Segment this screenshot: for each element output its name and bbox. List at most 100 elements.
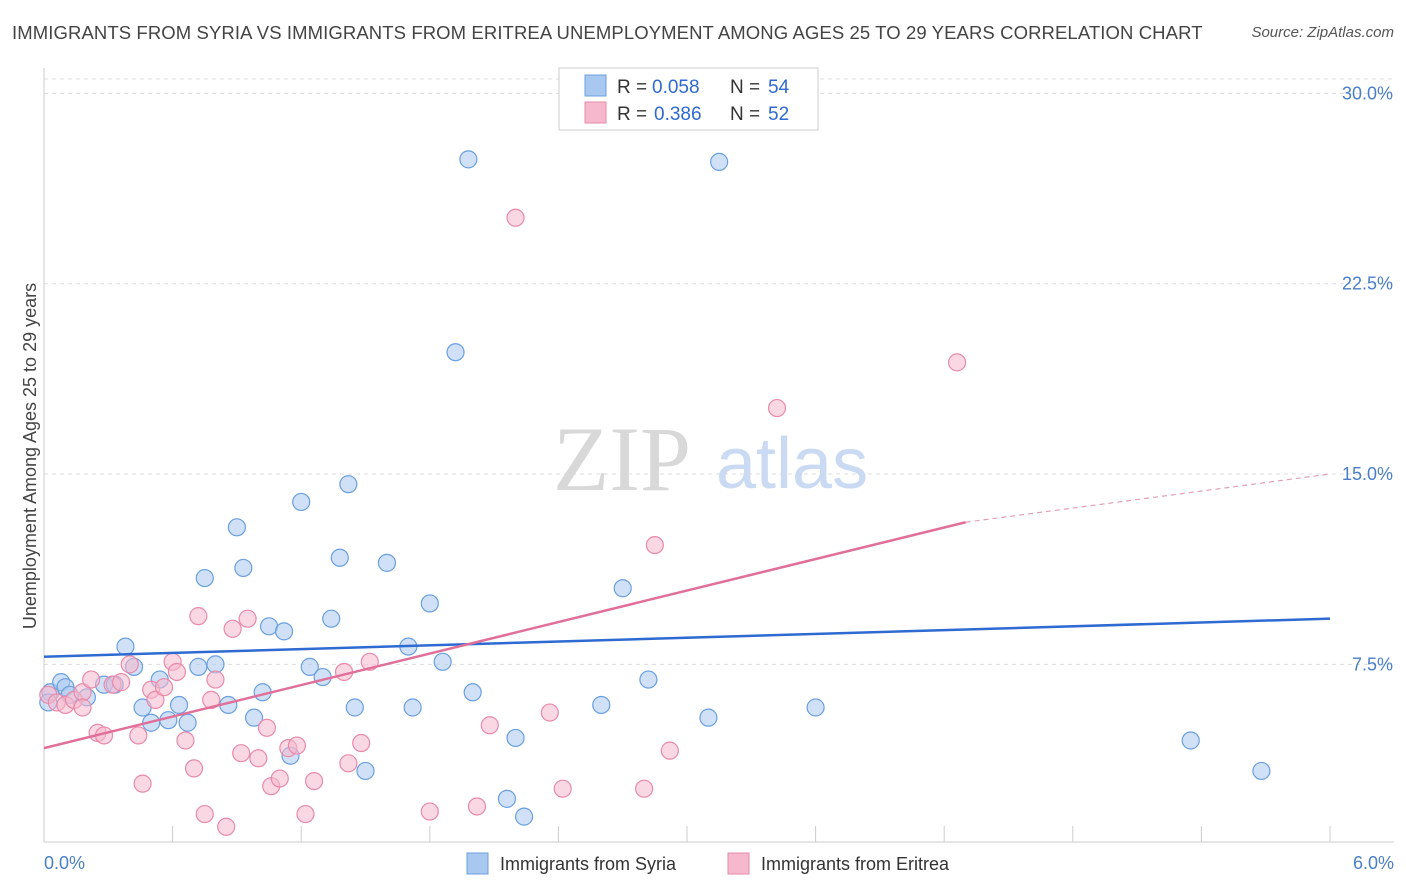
eritrea-trend-line-extension [965,473,1331,523]
eritrea-point [120,655,139,674]
syria-point [592,695,611,715]
syria-point [699,708,718,727]
syria-point [446,343,465,362]
syria-point [322,609,341,628]
syria-point [189,657,208,676]
eritrea-point [146,690,165,709]
eritrea-point [635,779,654,798]
syria-point [234,558,253,578]
eritrea-point [129,726,148,745]
syria-point [178,713,197,732]
eritrea-point [287,736,307,755]
legend-r-value-eritrea: 0.386 [654,104,702,125]
syria-point [377,553,397,572]
eritrea-point [112,673,131,692]
eritrea-point [223,619,242,638]
y-tick-label: 7.5% [1352,654,1393,674]
syria-point [459,150,478,169]
bottom-legend-label-eritrea: Immigrants from Eritrea [761,854,950,874]
eritrea-point [154,678,174,697]
eritrea-point [304,771,324,791]
watermark-zip: ZIP [553,408,691,510]
eritrea-point [506,208,525,227]
syria-point [195,568,214,588]
eritrea-point [480,716,499,735]
syria-point [463,683,482,702]
eritrea-point [238,609,257,628]
y-tick-labels: 7.5% 15.0% 22.5% 30.0% [1342,83,1393,674]
legend-n-label-eritrea: N = [730,104,760,125]
syria-point [244,708,264,727]
legend-n-label-syria: N = [730,77,760,98]
x-tick-label-min: 0.0% [44,853,85,873]
eritrea-point [645,535,664,555]
syria-point [292,492,311,512]
legend-r-label-syria: R = [617,77,647,98]
syria-point [613,579,632,598]
syria-point [639,670,658,689]
source-label: Source: ZipAtlas.com [1251,24,1394,41]
eritrea-point [195,804,214,824]
eritrea-point [73,698,92,717]
x-tick-label-max: 6.0% [1353,853,1394,873]
syria-point [169,695,189,715]
syria-point [313,667,332,687]
eritrea-point [217,817,236,836]
syria-point [515,807,534,826]
chart-title: IMMIGRANTS FROM SYRIA VS IMMIGRANTS FROM… [12,22,1203,43]
syria-point [345,698,364,717]
syria-point [330,548,349,567]
eritrea-point [133,774,152,793]
legend-n-value-eritrea: 52 [768,104,789,125]
syria-point [710,152,729,171]
eritrea-point [296,804,315,824]
y-tick-label: 15.0% [1342,464,1393,484]
syria-point [300,657,319,676]
syria-point [506,728,525,748]
eritrea-point [467,797,487,816]
syria-point [116,637,135,656]
legend-r-label-eritrea: R = [617,104,647,125]
syria-point [420,594,439,613]
eritrea-point [206,670,225,689]
y-axis-label: Unemployment Among Ages 25 to 29 years [20,283,40,629]
eritrea-point [540,703,559,722]
eritrea-point [184,759,204,778]
syria-point [274,622,294,641]
eritrea-points [39,208,967,836]
x-tick-marks [43,826,1331,842]
syria-point [433,652,452,671]
legend-swatch-syria [584,74,607,97]
bottom-legend-swatch-syria [466,852,489,875]
syria-trend-line [43,617,1331,658]
eritrea-trend-line [43,521,966,750]
eritrea-point [270,769,289,788]
eritrea-point [232,744,251,763]
eritrea-point [82,670,101,689]
y-tick-label: 30.0% [1342,83,1393,103]
eritrea-point [553,779,572,798]
eritrea-point [249,749,268,768]
eritrea-point [257,718,277,737]
y-tick-label: 22.5% [1342,274,1393,294]
correlation-legend: R = 0.058 N = 54 R = 0.386 N = 52 [558,67,819,131]
syria-point [339,475,358,494]
bottom-legend-label-syria: Immigrants from Syria [500,854,677,874]
watermark-atlas: atlas [716,424,868,504]
syria-point [206,655,225,674]
legend-swatch-eritrea [584,101,607,124]
bottom-legend-swatch-eritrea [727,852,750,875]
eritrea-point [189,607,208,626]
syria-point [227,518,246,537]
legend-n-value-syria: 54 [768,77,790,98]
eritrea-point [420,802,439,821]
eritrea-point [660,741,679,760]
syria-point [1252,761,1271,781]
eritrea-point [339,754,358,773]
eritrea-point [767,398,787,418]
syria-point [806,698,825,717]
syria-point [356,761,375,781]
syria-point [497,789,517,808]
syria-point [403,698,422,717]
